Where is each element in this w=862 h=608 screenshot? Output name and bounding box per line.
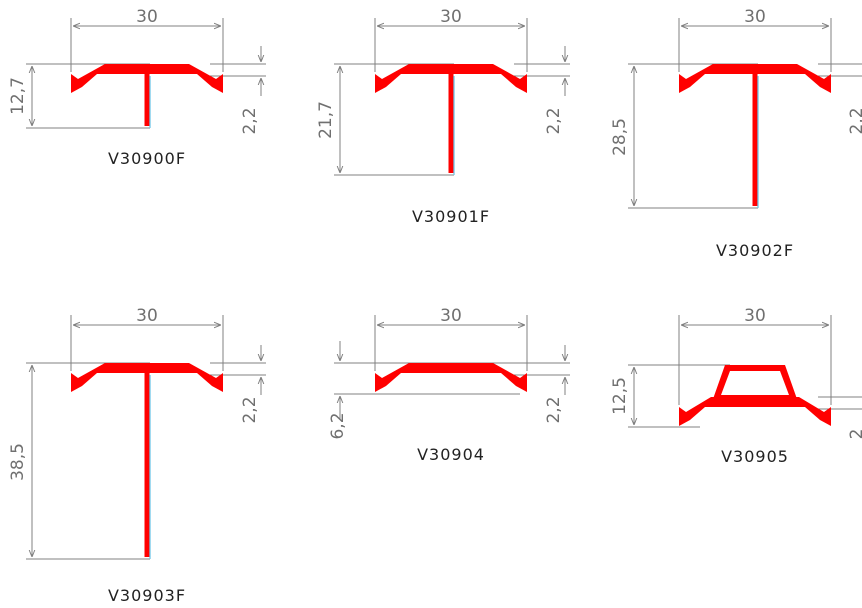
profile-flange-shape [679, 397, 831, 426]
profile-code: V30903F [108, 586, 186, 605]
flange-dimension: 2,2 [847, 107, 862, 134]
width-dimension: 30 [136, 306, 158, 326]
width-dimension: 30 [440, 7, 462, 27]
profile-v30902f: 30 28,5 2,2 V30902F [610, 7, 862, 260]
height-dimension: 12,7 [8, 77, 28, 115]
profile-code: V30901F [412, 207, 490, 226]
flange-dimension: 2,2 [240, 396, 260, 423]
profile-flange-shape [71, 363, 223, 392]
profile-v30904: 30 6,2 2,2 V30904 [328, 306, 570, 464]
height-dimension: 12,5 [610, 377, 630, 415]
profile-v30900f: 30 12,7 2,2 V30900F [8, 7, 266, 168]
profile-flange-shape [71, 64, 223, 93]
height-dimension: 6,2 [328, 412, 348, 439]
height-dimension: 21,7 [316, 101, 336, 139]
profile-flange-shape [679, 64, 831, 93]
height-dimension: 38,5 [8, 443, 28, 481]
height-dimension: 28,5 [610, 118, 630, 156]
width-dimension: 30 [136, 7, 158, 27]
flange-dimension: 2,2 [544, 396, 564, 423]
profile-code: V30904 [417, 445, 485, 464]
flange-dimension: 2,2 [544, 107, 564, 134]
width-dimension: 30 [744, 7, 766, 27]
width-dimension: 30 [744, 306, 766, 326]
profile-flange-shape [375, 363, 527, 392]
profile-hollow-top [713, 365, 797, 399]
width-dimension: 30 [440, 306, 462, 326]
profile-v30903f: 30 38,5 2,2 V30903F [8, 306, 266, 605]
profile-flange-shape [375, 64, 527, 93]
flange-dimension: 2,2 [240, 107, 260, 134]
profile-code: V30902F [716, 241, 794, 260]
flange-dimension: 2 [847, 429, 862, 440]
profile-v30901f: 30 21,7 2,2 V30901F [316, 7, 570, 226]
profile-code: V30905 [721, 447, 789, 466]
profile-v30905: 30 12,5 2 V30905 [610, 306, 862, 466]
profile-code: V30900F [108, 149, 186, 168]
